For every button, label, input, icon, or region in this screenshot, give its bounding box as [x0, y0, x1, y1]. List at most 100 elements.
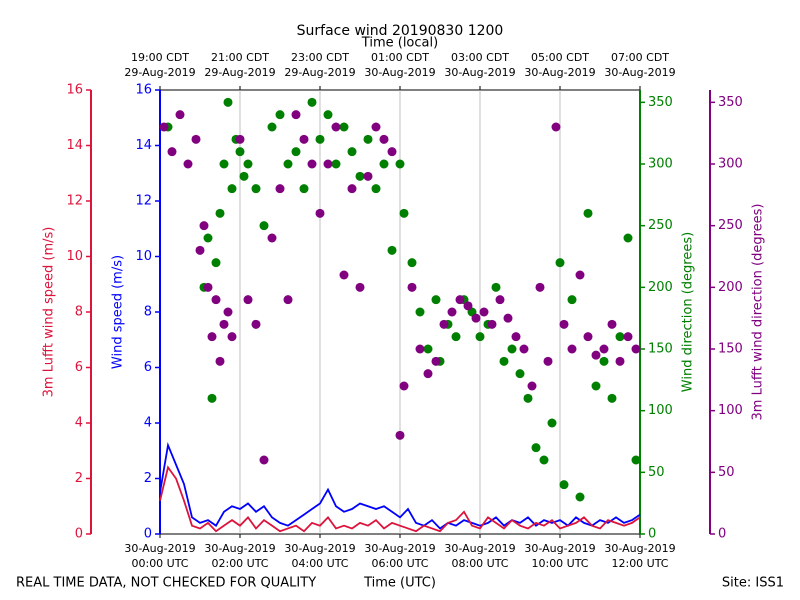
direction-point	[159, 122, 169, 132]
chart-title: Surface wind 20190830 1200	[297, 23, 504, 39]
direction-point	[395, 159, 405, 169]
y-tick-label: 2	[144, 471, 152, 486]
direction-point	[219, 319, 229, 329]
y-tick-label: 4	[144, 416, 152, 431]
direction-point	[439, 319, 449, 329]
direction-point	[531, 443, 541, 453]
direction-point	[407, 258, 417, 268]
direction-point	[583, 208, 593, 218]
x-tick-label: 04:00 UTC	[291, 557, 348, 570]
direction-point	[555, 258, 565, 268]
direction-point	[395, 430, 405, 440]
direction-point	[211, 258, 221, 268]
direction-point	[523, 393, 533, 403]
direction-point	[219, 159, 229, 169]
y-tick-label: 0	[718, 527, 726, 542]
y-tick-label: 200	[718, 280, 743, 295]
x-tick-label: 30-Aug-2019	[124, 542, 195, 555]
y-tick-label: 8	[75, 305, 83, 320]
top-tick-label: 19:00 CDT	[131, 51, 189, 64]
y-tick-label: 16	[135, 83, 152, 98]
direction-point	[535, 282, 545, 292]
direction-point	[371, 184, 381, 194]
direction-point	[291, 147, 301, 157]
y-axis-label: Wind speed (m/s)	[111, 255, 126, 369]
direction-point	[323, 159, 333, 169]
direction-point	[283, 295, 293, 305]
direction-point	[567, 344, 577, 354]
direction-point	[339, 122, 349, 132]
direction-point	[515, 369, 525, 379]
direction-point	[551, 122, 561, 132]
direction-point	[299, 134, 309, 144]
x-tick-label: 30-Aug-2019	[364, 542, 435, 555]
direction-point	[399, 208, 409, 218]
direction-point	[331, 159, 341, 169]
y-tick-label: 0	[648, 527, 656, 542]
y-tick-label: 300	[718, 157, 743, 172]
direction-point	[623, 233, 633, 243]
x-tick-label: 12:00 UTC	[611, 557, 668, 570]
direction-point	[347, 184, 357, 194]
direction-point	[487, 319, 497, 329]
y-tick-label: 12	[66, 194, 83, 209]
top-tick-label: 23:00 CDT	[291, 51, 349, 64]
direction-point	[607, 319, 617, 329]
direction-point	[591, 381, 601, 391]
footer-site: Site: ISS1	[722, 576, 784, 591]
speed-line	[159, 441, 641, 530]
direction-point	[223, 307, 233, 317]
direction-point	[191, 134, 201, 144]
direction-point	[299, 184, 309, 194]
y-tick-label: 50	[648, 465, 665, 480]
direction-point	[215, 208, 225, 218]
direction-point	[235, 147, 245, 157]
direction-point	[539, 455, 549, 465]
direction-point	[323, 110, 333, 120]
x-tick-label: 30-Aug-2019	[444, 542, 515, 555]
direction-point	[447, 307, 457, 317]
direction-point	[227, 332, 237, 342]
direction-point	[479, 307, 489, 317]
direction-point	[559, 319, 569, 329]
direction-point	[363, 134, 373, 144]
y-tick-label: 16	[66, 83, 83, 98]
y-tick-label: 10	[66, 249, 83, 264]
direction-point	[211, 295, 221, 305]
x-axis-label: Time (UTC)	[363, 576, 436, 591]
direction-point	[307, 159, 317, 169]
top-axis-label: Time (local)	[361, 36, 438, 51]
direction-point	[463, 301, 473, 311]
direction-point	[511, 332, 521, 342]
top-tick-label: 21:00 CDT	[211, 51, 269, 64]
direction-point	[207, 393, 217, 403]
y-tick-label: 250	[648, 218, 673, 233]
direction-point	[519, 344, 529, 354]
top-tick-label: 30-Aug-2019	[444, 66, 515, 79]
direction-point	[575, 492, 585, 502]
direction-point	[251, 184, 261, 194]
x-tick-label: 30-Aug-2019	[204, 542, 275, 555]
direction-point	[599, 344, 609, 354]
y-tick-label: 14	[135, 138, 152, 153]
y-tick-label: 200	[648, 280, 673, 295]
top-tick-label: 29-Aug-2019	[204, 66, 275, 79]
direction-point	[355, 282, 365, 292]
x-tick-label: 08:00 UTC	[451, 557, 508, 570]
direction-point	[267, 122, 277, 132]
direction-point	[315, 208, 325, 218]
direction-point	[423, 369, 433, 379]
direction-point	[543, 356, 553, 366]
direction-point	[339, 270, 349, 280]
x-tick-label: 30-Aug-2019	[524, 542, 595, 555]
direction-point	[331, 122, 341, 132]
direction-point	[455, 295, 465, 305]
direction-point	[239, 171, 249, 181]
x-tick-label: 30-Aug-2019	[604, 542, 675, 555]
top-tick-label: 30-Aug-2019	[524, 66, 595, 79]
direction-point	[379, 134, 389, 144]
y-tick-label: 350	[648, 95, 673, 110]
y-tick-label: 2	[75, 471, 83, 486]
direction-point	[315, 134, 325, 144]
